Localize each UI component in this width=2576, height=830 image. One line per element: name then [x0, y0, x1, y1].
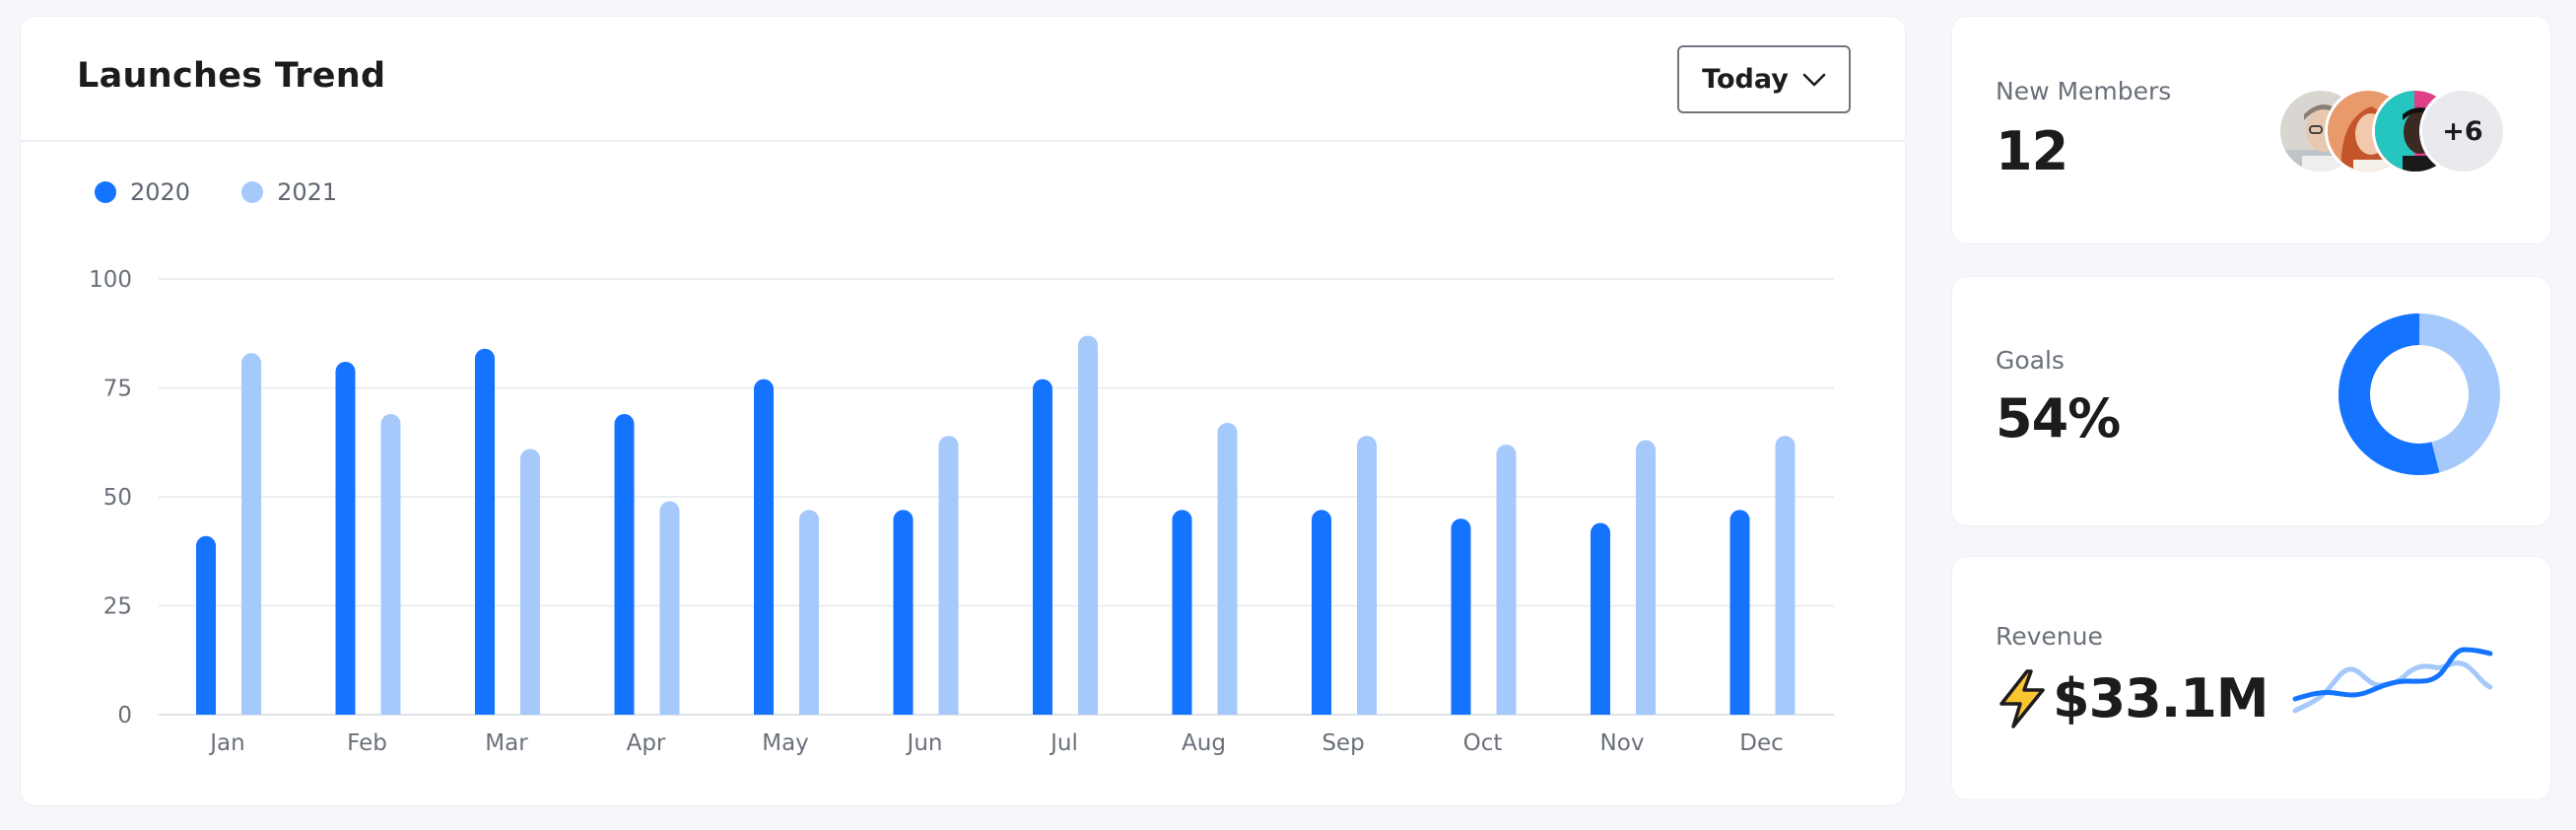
legend-dot-2020: [95, 181, 116, 203]
bar-2020-dec[interactable]: [1729, 510, 1750, 715]
revenue-value-row: $33.1M: [1994, 667, 2270, 729]
bar-2021-jun[interactable]: [938, 436, 959, 715]
legend-item-2021[interactable]: 2021: [241, 178, 337, 206]
bar-2021-may[interactable]: [799, 510, 819, 715]
bar-2021-aug[interactable]: [1217, 422, 1238, 715]
launches-bar-chart: 0 25 50 75 100 Jan Feb Mar Apr May Jun Jul Aug Sep Oct…: [89, 267, 1834, 756]
goals-card: Goals 54%: [1951, 276, 2551, 526]
revenue-sparkline-light: [2292, 660, 2493, 714]
bar-2020-mar[interactable]: [475, 348, 495, 715]
lightning-bolt-icon: [2000, 668, 2045, 728]
bar-2020-jan[interactable]: [196, 535, 217, 715]
legend-item-2020[interactable]: 2020: [95, 178, 190, 206]
more-members-badge[interactable]: +6: [2419, 88, 2506, 174]
launches-trend-card: Launches Trend Today 2020 2021 0 25 50 75 10…: [20, 16, 1906, 806]
revenue-card: Revenue $33.1M: [1951, 556, 2551, 800]
bar-2020-feb[interactable]: [335, 361, 356, 715]
bar-2021-oct[interactable]: [1496, 444, 1517, 715]
period-dropdown[interactable]: Today: [1677, 45, 1851, 113]
bar-2020-jun[interactable]: [893, 510, 914, 715]
bar-2020-nov[interactable]: [1591, 522, 1610, 715]
bar-2021-feb[interactable]: [380, 414, 401, 715]
legend-label-2020: 2020: [130, 178, 191, 206]
bar-2020-oct[interactable]: [1451, 519, 1471, 715]
revenue-sparkline-dark: [2292, 647, 2493, 702]
bar-2020-may[interactable]: [754, 379, 774, 715]
bar-2021-sep[interactable]: [1357, 436, 1377, 715]
revenue-value: $33.1M: [2053, 667, 2270, 729]
x-tick-label: Sep: [1322, 730, 1364, 756]
x-tick-label: Aug: [1182, 730, 1226, 756]
bar-2020-apr[interactable]: [614, 414, 635, 715]
bar-2021-jul[interactable]: [1078, 335, 1098, 715]
x-tick-label: Jun: [906, 730, 943, 756]
goals-label: Goals: [1996, 346, 2065, 375]
y-tick-label: 25: [103, 594, 132, 620]
revenue-label: Revenue: [1996, 622, 2103, 651]
new-members-label: New Members: [1996, 77, 2172, 105]
bar-2021-apr[interactable]: [659, 501, 680, 715]
x-tick-label: Jul: [1049, 730, 1078, 756]
revenue-sparkline: [2292, 647, 2493, 714]
y-tick-label: 75: [103, 377, 132, 402]
x-tick-label: May: [762, 730, 809, 756]
trend-card-header: Launches Trend Today: [21, 17, 1905, 142]
chevron-down-icon: [1802, 73, 1826, 86]
bar-2021-nov[interactable]: [1636, 440, 1656, 715]
goals-value: 54%: [1996, 387, 2121, 450]
bar-2021-dec[interactable]: [1775, 436, 1796, 715]
period-dropdown-label: Today: [1702, 64, 1789, 95]
x-tick-label: Mar: [485, 730, 528, 756]
new-members-value: 12: [1996, 120, 2068, 182]
legend-label-2021: 2021: [277, 178, 338, 206]
x-tick-label: Oct: [1463, 730, 1503, 756]
goals-donut-chart: [2339, 313, 2500, 475]
trend-title: Launches Trend: [77, 56, 386, 96]
y-tick-label: 100: [89, 267, 132, 293]
x-tick-label: Nov: [1600, 730, 1645, 756]
x-tick-label: Jan: [208, 730, 244, 756]
member-avatar-stack: +6: [2277, 88, 2514, 176]
new-members-card: New Members 12: [1951, 16, 2551, 244]
bar-2021-jan[interactable]: [241, 353, 261, 715]
bar-2021-mar[interactable]: [520, 449, 540, 715]
x-tick-label: Feb: [347, 730, 387, 756]
y-tick-label: 0: [117, 703, 132, 728]
legend-dot-2021: [241, 181, 264, 203]
x-tick-label: Apr: [627, 730, 666, 756]
chart-legend: 2020 2021: [95, 173, 388, 212]
bar-2020-sep[interactable]: [1312, 510, 1331, 715]
x-tick-label: Dec: [1739, 730, 1784, 756]
bar-2020-aug[interactable]: [1172, 510, 1192, 715]
y-tick-label: 50: [103, 485, 132, 511]
bar-2020-jul[interactable]: [1033, 379, 1052, 715]
